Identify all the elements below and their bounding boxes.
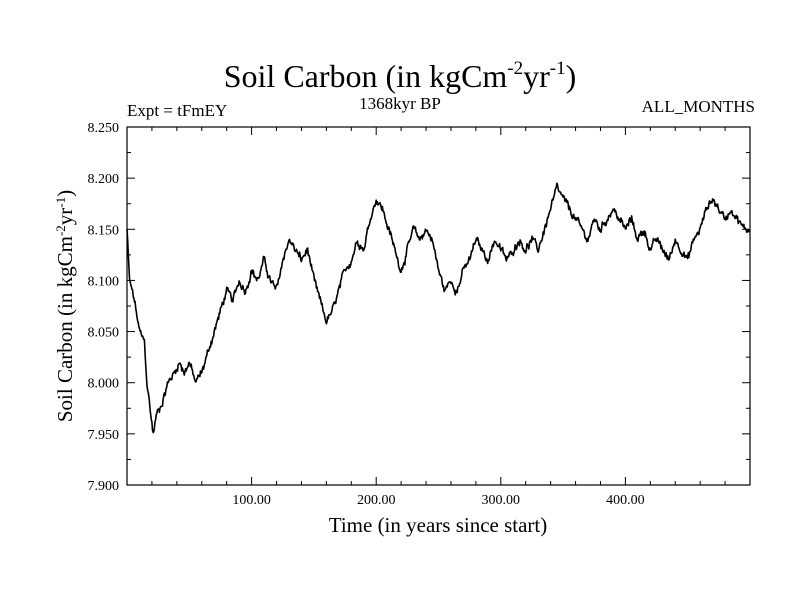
months-label: ALL_MONTHS <box>641 97 755 116</box>
y-axis-title-sup-2: -1 <box>53 197 68 208</box>
y-tick-label: 8.200 <box>88 172 120 187</box>
x-tick-label: 200.00 <box>357 493 396 508</box>
title-text-mid: yr <box>523 58 550 94</box>
x-tick-label: 300.00 <box>482 493 521 508</box>
y-axis-title-text-mid: yr <box>53 208 77 226</box>
y-tick-label: 8.150 <box>88 223 120 238</box>
title-superscript-2: -1 <box>549 58 566 79</box>
plot-frame <box>126 126 751 486</box>
subtitle-label: 1368kyr BP <box>359 94 441 113</box>
y-axis-title-sup-1: -2 <box>53 225 68 236</box>
title-text-end: ) <box>565 58 577 94</box>
y-axis-title-text: Soil Carbon (in kgCm <box>53 236 77 422</box>
experiment-label: Expt = tFmEY <box>127 101 228 120</box>
x-tick-label: 100.00 <box>232 493 271 508</box>
chart-title: Soil Carbon (in kgCm-2yr-1) <box>0 58 800 95</box>
x-tick-label: 400.00 <box>606 493 645 508</box>
y-axis-title: Soil Carbon (in kgCm-2yr-1) <box>53 190 78 422</box>
y-tick-label: 7.950 <box>88 428 120 443</box>
ticks-layer: 7.900 7.950 8.000 8.050 8.100 8.150 8.200 8.250… <box>88 121 750 508</box>
title-text: Soil Carbon (in kgCm <box>223 58 508 94</box>
series-line <box>126 182 751 434</box>
x-axis-title: Time (in years since start) <box>329 513 548 537</box>
y-axis-title-text-end: ) <box>53 190 77 197</box>
title-superscript-1: -2 <box>507 58 524 79</box>
y-tick-label: 8.100 <box>88 274 120 289</box>
y-tick-label: 8.250 <box>88 121 120 136</box>
y-tick-label: 8.000 <box>88 377 120 392</box>
y-tick-label: 7.900 <box>88 479 120 494</box>
y-tick-label: 8.050 <box>88 326 120 341</box>
